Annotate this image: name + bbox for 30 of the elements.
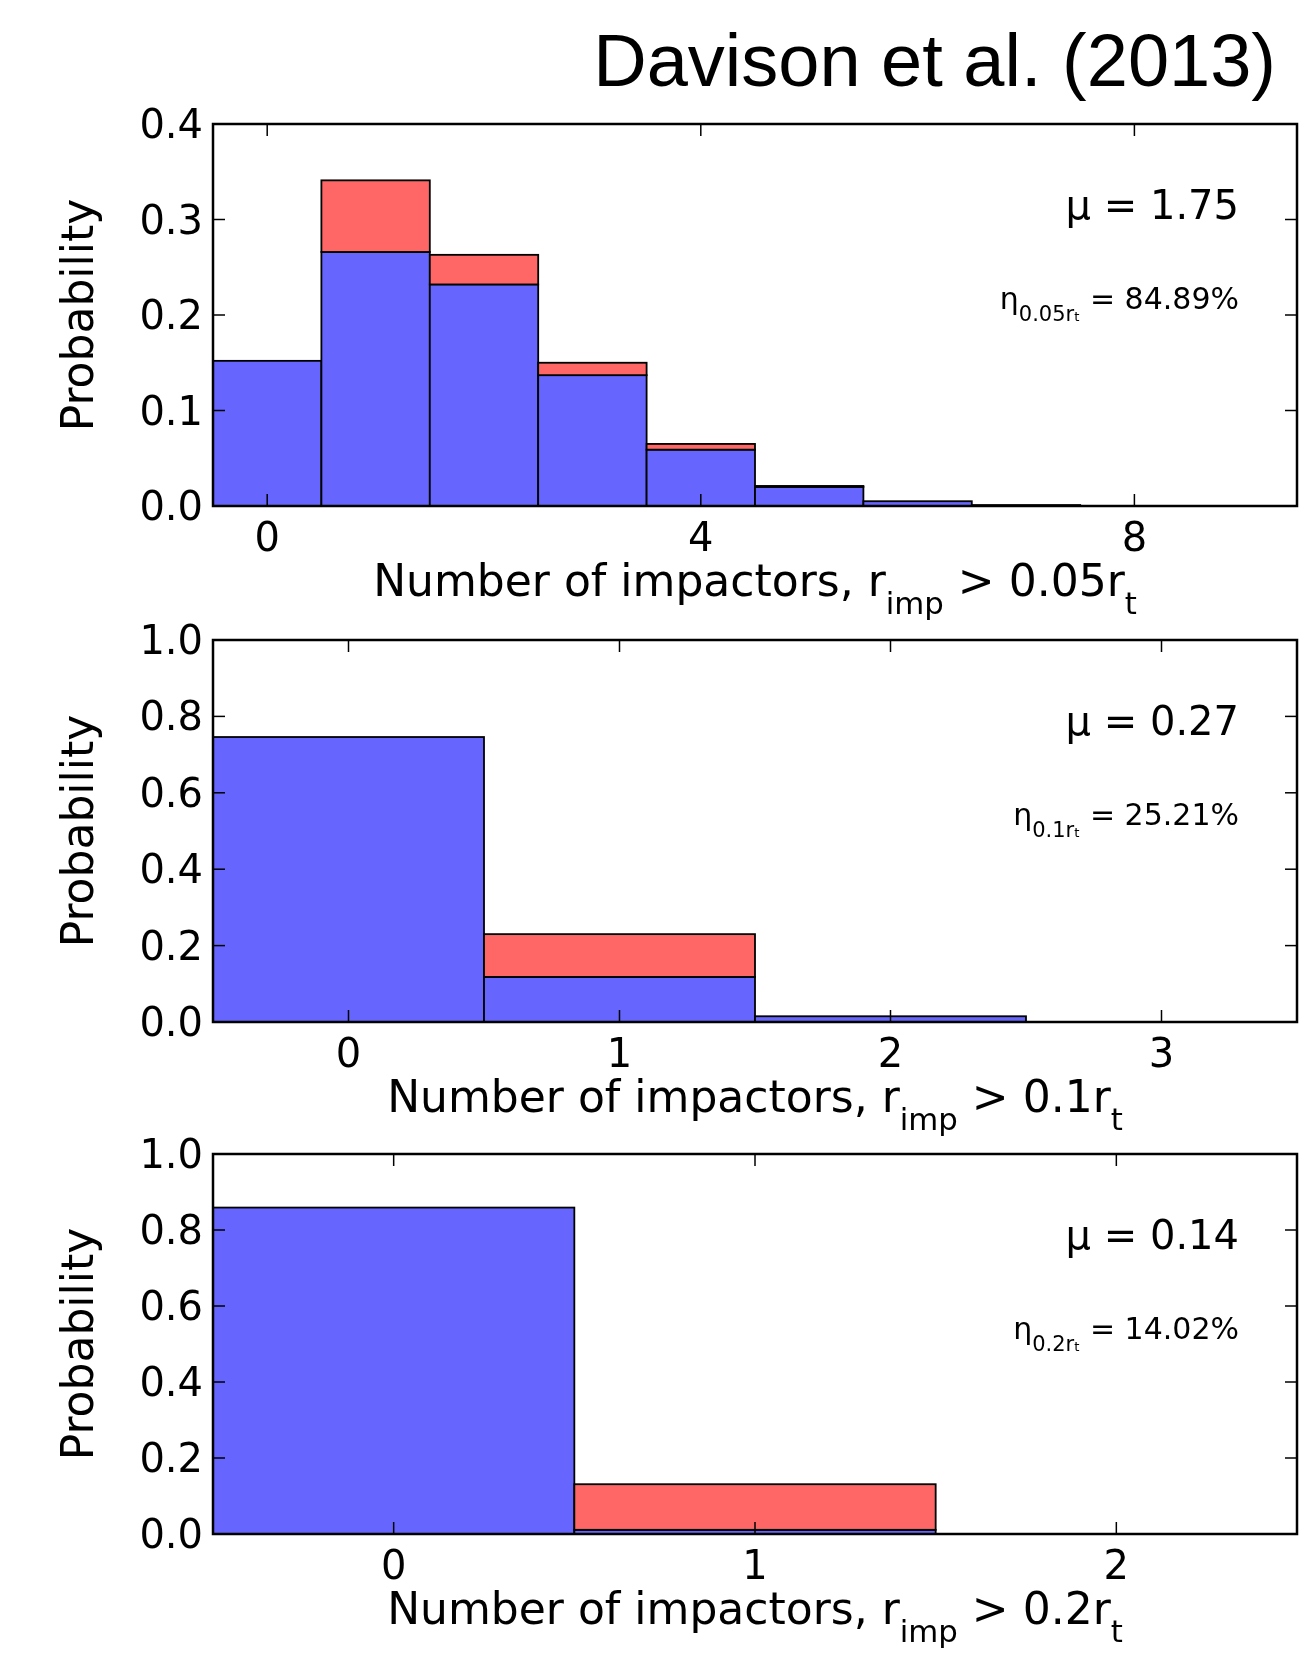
y-tick-label: 0.4 <box>139 846 203 893</box>
y-tick-label: 0.8 <box>139 693 203 740</box>
y-tick-label: 0.3 <box>139 196 203 243</box>
y-tick-label: 0.0 <box>139 1511 203 1557</box>
annotation: η$_{0.2rₜ}$ = 14.02% <box>1013 1311 1239 1356</box>
y-tick-label: 0.8 <box>139 1207 203 1253</box>
y-axis-title: Probability <box>52 1227 103 1461</box>
chart-title: Davison et al. (2013) <box>593 19 1276 102</box>
y-tick-label: 0.6 <box>139 1283 203 1329</box>
annotation: η$_{0.05rₜ}$ = 84.89% <box>999 281 1239 326</box>
x-tick-label: 0 <box>335 1030 362 1076</box>
annotation: μ = 0.27 <box>1065 698 1239 744</box>
x-tick-label: 3 <box>1148 1030 1175 1076</box>
x-tick-label: 0 <box>254 514 280 560</box>
y-tick-label: 0.6 <box>139 769 203 816</box>
y-tick-label: 0.1 <box>139 387 203 434</box>
y-tick-label: 0.2 <box>139 292 203 338</box>
annotation: μ = 0.14 <box>1065 1212 1239 1258</box>
y-tick-label: 0.2 <box>139 1435 203 1481</box>
y-axis-title: Probability <box>52 714 103 948</box>
y-tick-label: 0.0 <box>139 999 203 1045</box>
y-tick-label: 0.0 <box>139 483 203 529</box>
y-tick-label: 0.4 <box>139 101 203 147</box>
y-axis-title: Probability <box>52 198 103 432</box>
y-tick-label: 1.0 <box>139 617 203 663</box>
y-tick-label: 1.0 <box>139 1131 203 1177</box>
y-tick-label: 0.2 <box>139 922 203 969</box>
annotation: μ = 1.75 <box>1065 182 1239 228</box>
annotation: η$_{0.1rₜ}$ = 25.21% <box>1013 797 1239 842</box>
y-tick-label: 0.4 <box>139 1359 203 1405</box>
